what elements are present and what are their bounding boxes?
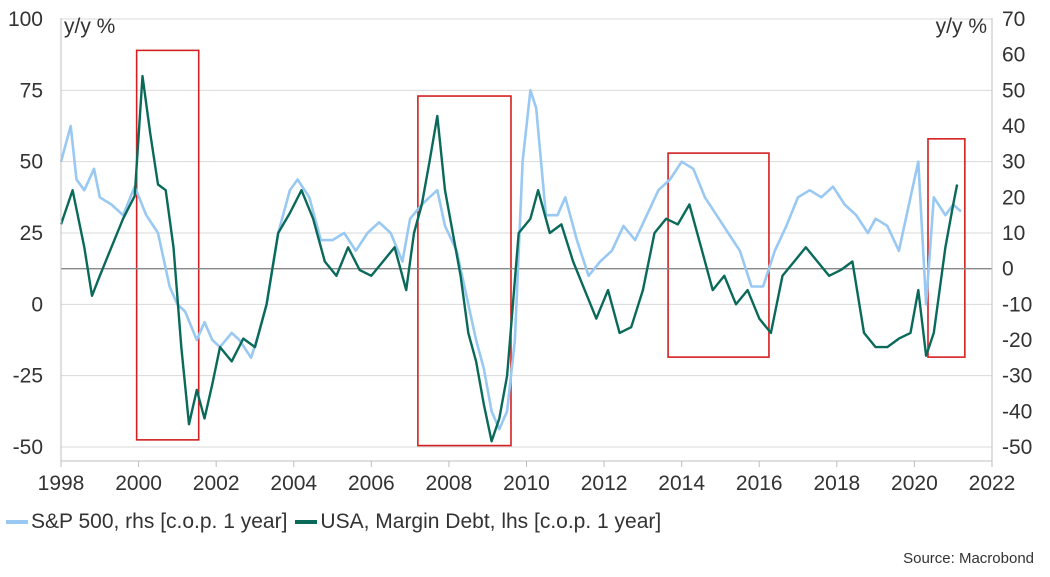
right-tick-label: 60 (1002, 44, 1025, 67)
left-tick-label: 100 (8, 8, 43, 31)
x-tick-label: 2012 (581, 472, 628, 495)
x-tick-label: 2004 (270, 472, 317, 495)
left-tick-label: 50 (20, 151, 43, 174)
legend-swatch-margin-debt (295, 520, 318, 524)
legend-label-margin-debt: USA, Margin Debt, lhs [c.o.p. 1 year] (320, 510, 662, 533)
right-tick-label: -30 (1002, 365, 1032, 388)
right-tick-label: 30 (1002, 151, 1025, 174)
right-tick-label: 20 (1002, 186, 1025, 209)
series-line-margin-debt (59, 74, 959, 443)
left-tick-label: 0 (31, 293, 43, 316)
source-note: Source: Macrobond (903, 550, 1034, 567)
x-tick-label: 2010 (503, 472, 550, 495)
right-tick-label: -40 (1002, 400, 1032, 423)
x-tick-label: 2006 (348, 472, 395, 495)
right-tick-label: 10 (1002, 222, 1025, 245)
right-tick-label: 50 (1002, 79, 1025, 102)
series-layer (59, 74, 962, 443)
x-tick-label: 2008 (426, 472, 473, 495)
x-tick-label: 2002 (193, 472, 240, 495)
x-tick-label: 2000 (115, 472, 162, 495)
highlight-boxes (135, 49, 966, 447)
right-tick-label: 70 (1002, 8, 1025, 31)
legend-label-sp500: S&P 500, rhs [c.o.p. 1 year] (31, 510, 288, 533)
right-tick-label: 0 (1002, 258, 1014, 281)
x-tick-label: 2022 (969, 472, 1016, 495)
highlight-box-1 (135, 49, 200, 441)
legend: S&P 500, rhs [c.o.p. 1 year] USA, Margin… (6, 510, 669, 534)
legend-item-sp500[interactable]: S&P 500, rhs [c.o.p. 1 year] (6, 510, 287, 534)
x-tick-label: 1998 (38, 472, 85, 495)
x-tick-label: 2014 (658, 472, 705, 495)
series-line-sp500 (59, 89, 962, 431)
left-tick-label: 25 (20, 222, 43, 245)
x-tick-label: 2018 (813, 472, 860, 495)
right-tick-label: 40 (1002, 115, 1025, 138)
highlight-box-4 (927, 138, 966, 358)
left-tick-label: -25 (13, 365, 43, 388)
right-tick-label: -10 (1002, 293, 1032, 316)
x-tick-label: 2020 (891, 472, 938, 495)
right-tick-label: -50 (1002, 436, 1032, 459)
tick-labels: 1007550250-25-50706050403020100-10-20-30… (8, 8, 1032, 495)
left-tick-label: 75 (20, 79, 43, 102)
x-tick-label: 2016 (736, 472, 783, 495)
legend-item-margin-debt[interactable]: USA, Margin Debt, lhs [c.o.p. 1 year] (295, 510, 661, 534)
left-axis-label: y/y % (64, 15, 115, 38)
right-tick-label: -20 (1002, 329, 1032, 352)
right-axis-label: y/y % (936, 15, 987, 38)
legend-swatch-sp500 (6, 520, 28, 524)
highlight-box-3 (667, 152, 770, 358)
left-tick-label: -50 (13, 436, 43, 459)
gridlines (61, 18, 992, 448)
highlight-box-2 (417, 95, 512, 447)
